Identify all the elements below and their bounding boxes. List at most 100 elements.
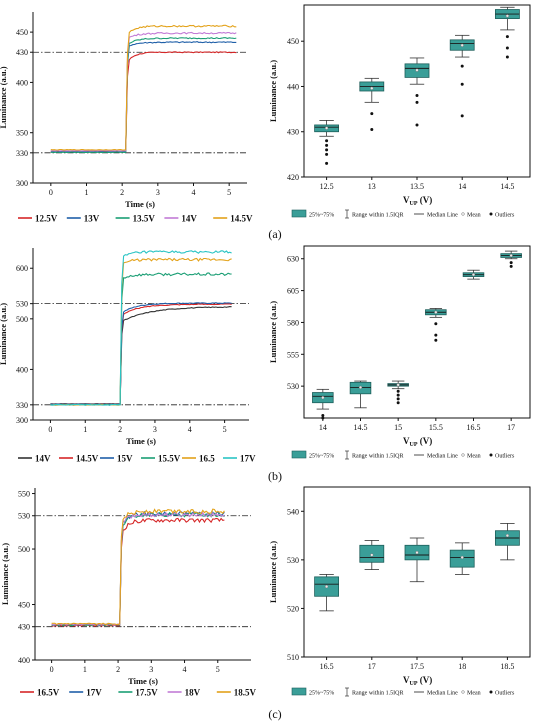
x-axis-label: Time (s) bbox=[126, 436, 156, 446]
mean-marker bbox=[370, 86, 374, 90]
x-tick-label: 18 bbox=[458, 662, 466, 671]
x-tick-label: 14.5 bbox=[354, 423, 368, 432]
outlier-point bbox=[325, 143, 329, 147]
series-line-16.5 bbox=[50, 257, 232, 406]
panel-label-a: (a) bbox=[268, 227, 281, 241]
legend-range-label: Range within 1.5IQR bbox=[352, 454, 404, 460]
outlier-point bbox=[415, 94, 419, 98]
mean-marker bbox=[509, 253, 513, 258]
legend-range-label: Range within 1.5IQR bbox=[352, 213, 404, 219]
x-tick-label: 1 bbox=[83, 425, 87, 434]
outlier-point bbox=[460, 82, 464, 86]
y-tick-label: 400 bbox=[18, 656, 30, 665]
x-tick-label: 3 bbox=[156, 188, 160, 197]
x-tick-label: 17 bbox=[507, 423, 515, 432]
x-axis-label: Time (s) bbox=[125, 199, 155, 209]
outlier-point bbox=[505, 55, 509, 59]
legend-box-swatch bbox=[291, 687, 307, 696]
y-tick-label: 330 bbox=[16, 149, 28, 158]
y-tick-label: 300 bbox=[16, 179, 28, 188]
series-line-15.5V bbox=[50, 272, 232, 406]
outlier-point bbox=[325, 139, 329, 143]
y-tick-label: 420 bbox=[287, 173, 299, 182]
y-tick-label: 400 bbox=[16, 78, 28, 87]
mean-legend-icon bbox=[461, 212, 465, 216]
mean-marker bbox=[325, 584, 329, 589]
legend-mean-label: Mean bbox=[467, 691, 481, 697]
legend-outliers-label: Outliers bbox=[495, 454, 515, 460]
legend-label: 15V bbox=[117, 454, 133, 464]
mean-legend-icon bbox=[461, 690, 465, 694]
x-tick-label: 4 bbox=[192, 188, 196, 197]
legend-box-label: 25%~75% bbox=[309, 213, 334, 219]
outlier-legend-icon bbox=[489, 453, 493, 457]
x-tick-label: 3 bbox=[153, 425, 157, 434]
series-line-14V bbox=[50, 306, 232, 405]
y-tick-label: 440 bbox=[287, 82, 299, 91]
outlier-point bbox=[396, 389, 400, 393]
outlier-point bbox=[396, 401, 400, 405]
y-tick-label: 400 bbox=[16, 365, 28, 374]
x-tick-label: 3 bbox=[149, 665, 153, 674]
legend-label: 16.5V bbox=[37, 688, 60, 698]
series-line-13.5V bbox=[50, 37, 237, 154]
mean-marker bbox=[460, 43, 464, 47]
x-tick-label: 2 bbox=[116, 665, 120, 674]
x-tick-label: 12.5 bbox=[320, 182, 334, 191]
y-axis-label: Luminance (a.u.) bbox=[0, 543, 10, 605]
legend-label: 18V bbox=[185, 688, 201, 698]
outlier-point bbox=[370, 112, 374, 116]
legend-label: 15.5V bbox=[158, 454, 181, 464]
mean-marker bbox=[325, 126, 329, 130]
x-tick-label: 5 bbox=[216, 665, 220, 674]
series-line-14.5V bbox=[50, 303, 232, 405]
mean-marker bbox=[396, 383, 400, 387]
x-tick-label: 15 bbox=[394, 423, 402, 432]
x-tick-label: 5 bbox=[223, 425, 227, 434]
mean-marker bbox=[471, 273, 476, 277]
series-line-17.5V bbox=[51, 511, 225, 627]
x-tick-label: 1 bbox=[83, 665, 87, 674]
outlier-point bbox=[325, 161, 329, 165]
legend-label: 17V bbox=[240, 454, 256, 464]
outlier-legend-icon bbox=[489, 690, 493, 694]
x-tick-label: 17 bbox=[368, 662, 376, 671]
x-tick-label: 4 bbox=[183, 665, 187, 674]
outlier-point bbox=[325, 152, 329, 156]
mean-marker bbox=[505, 533, 509, 538]
y-tick-label: 605 bbox=[287, 287, 299, 296]
legend-box-label: 25%~75% bbox=[309, 691, 334, 697]
outlier-point bbox=[460, 64, 464, 68]
x-tick-label: 13 bbox=[368, 182, 376, 191]
x-tick-label: 4 bbox=[188, 425, 192, 434]
x-tick-label: 5 bbox=[227, 188, 231, 197]
y-tick-label: 300 bbox=[16, 416, 28, 425]
x-tick-label: 0 bbox=[50, 665, 54, 674]
legend-mean-label: Mean bbox=[467, 454, 481, 460]
y-tick-label: 500 bbox=[16, 315, 28, 324]
series-line-18.5V bbox=[51, 508, 225, 626]
legend-label: 13V bbox=[84, 214, 100, 224]
x-tick-label: 14 bbox=[458, 182, 466, 191]
series-line-13V bbox=[50, 41, 237, 153]
x-tick-label: 0 bbox=[48, 425, 52, 434]
legend-label: 14.5V bbox=[76, 454, 99, 464]
legend-label: 14V bbox=[35, 454, 51, 464]
series-line-16.5V bbox=[51, 517, 225, 627]
mean-marker bbox=[415, 68, 419, 72]
line-chart-b-line: 300 330 400 500 530 600 0 1 2 3 4 5 Time (s) Luminanc… bbox=[0, 248, 256, 464]
legend-mean-label: Mean bbox=[467, 213, 481, 219]
legend-median-label: Median Line bbox=[427, 213, 458, 219]
series-line-14V bbox=[50, 31, 237, 152]
line-chart-a-line: 300 330 350 400 430 450 0 1 2 3 4 5 Time (s) Luminanc… bbox=[0, 12, 253, 224]
outlier-point bbox=[460, 114, 464, 118]
x-tick-label: 1 bbox=[85, 188, 89, 197]
y-axis-label: Luminance (a.u.) bbox=[0, 303, 8, 365]
box-chart-a-box: 420 430 440 450 12.5 13 13.5 14 14.5 VUP (V) Lumin… bbox=[268, 4, 531, 219]
x-tick-label: 14 bbox=[319, 423, 327, 432]
y-tick-label: 510 bbox=[287, 653, 299, 662]
legend-label: 13.5V bbox=[133, 214, 156, 224]
legend-outliers-label: Outliers bbox=[495, 213, 515, 219]
x-tick-label: 18.5 bbox=[500, 662, 514, 671]
box-chart-b-box: 530 555 580 605 630 14 14.5 15 15.5 16.5 17 VUP (V)… bbox=[268, 245, 531, 460]
